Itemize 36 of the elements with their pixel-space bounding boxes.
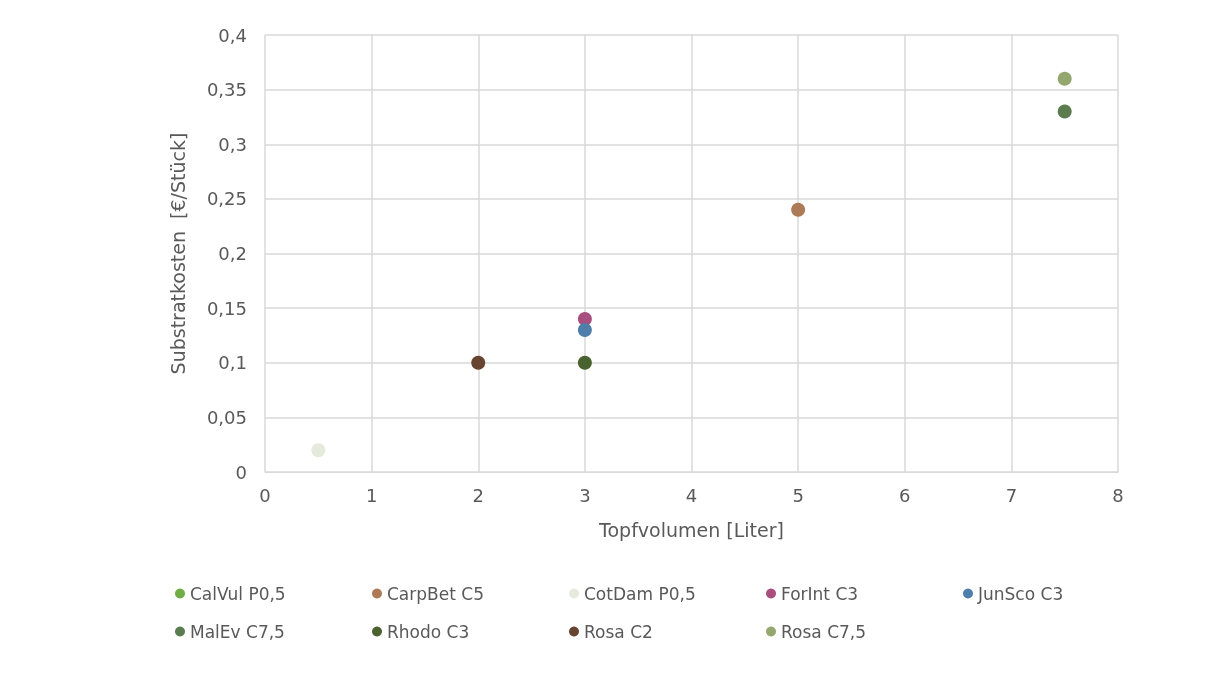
x-tick-label: 2 — [472, 484, 484, 506]
point — [577, 355, 592, 370]
legend-label: Rhodo C3 — [387, 621, 470, 642]
point — [791, 202, 806, 217]
x-tick-label: 7 — [1005, 484, 1018, 506]
point — [311, 443, 326, 458]
y-tick-label: 0 — [235, 461, 247, 483]
legend-label: Rosa C7,5 — [781, 621, 867, 642]
x-tick-label: 1 — [365, 484, 378, 506]
y-tick-label: 0,05 — [206, 406, 247, 428]
legend-label: MalEv C7,5 — [190, 621, 285, 642]
x-tick-label: 8 — [1112, 484, 1124, 506]
y-axis-title: Substratkosten [€/Stück] — [166, 132, 189, 375]
y-tick-label: 0,25 — [206, 188, 247, 210]
legend-label: JunSco C3 — [977, 583, 1064, 604]
y-tick-label: 0,3 — [218, 133, 247, 155]
legend-label: CotDam P0,5 — [584, 583, 696, 604]
legend-label: ForInt C3 — [781, 583, 859, 604]
y-tick-label: 0,1 — [218, 352, 247, 374]
legend-label: CalVul P0,5 — [190, 583, 286, 604]
point — [577, 322, 592, 337]
y-tick-label: 0,15 — [206, 297, 247, 319]
y-tick-label: 0,4 — [218, 24, 247, 46]
x-tick-label: 6 — [899, 484, 911, 506]
legend-label: CarpBet C5 — [387, 583, 484, 604]
legend-label: Rosa C2 — [584, 621, 653, 642]
y-tick-label: 0,2 — [218, 243, 247, 264]
x-tick-label: 4 — [685, 484, 698, 506]
point — [1057, 104, 1072, 119]
y-tick-label: 0,35 — [206, 79, 247, 101]
point — [471, 355, 486, 370]
point — [1057, 71, 1072, 86]
x-tick-label: 3 — [579, 484, 591, 506]
x-tick-label: 0 — [259, 484, 271, 506]
x-tick-label: 5 — [792, 484, 804, 506]
x-axis-title: Topfvolumen [Liter] — [598, 518, 784, 541]
